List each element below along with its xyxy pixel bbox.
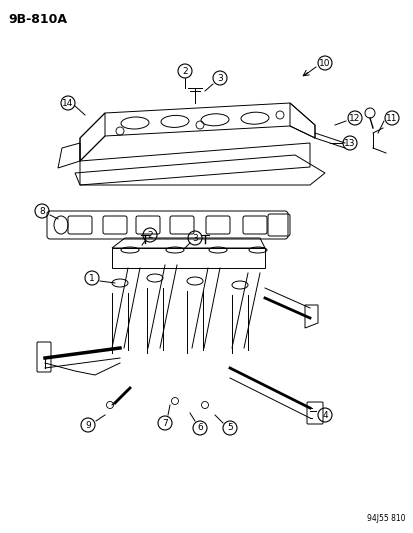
Text: 11: 11 (385, 114, 397, 123)
Text: 2: 2 (182, 67, 188, 76)
Text: 9: 9 (85, 421, 91, 430)
Text: 3: 3 (192, 233, 197, 243)
Text: 2: 2 (147, 230, 152, 239)
Text: 12: 12 (349, 114, 360, 123)
Text: 13: 13 (344, 139, 355, 148)
Text: 4: 4 (321, 410, 327, 419)
Text: 7: 7 (162, 418, 167, 427)
Text: 5: 5 (227, 424, 232, 432)
Text: 3: 3 (216, 74, 222, 83)
Text: 94J55 810: 94J55 810 (367, 514, 405, 523)
Text: 6: 6 (197, 424, 202, 432)
Text: 8: 8 (39, 206, 45, 215)
Text: 10: 10 (318, 59, 330, 68)
Text: 9B-810A: 9B-810A (8, 13, 67, 26)
Text: 14: 14 (62, 99, 74, 108)
Text: 1: 1 (89, 273, 95, 282)
